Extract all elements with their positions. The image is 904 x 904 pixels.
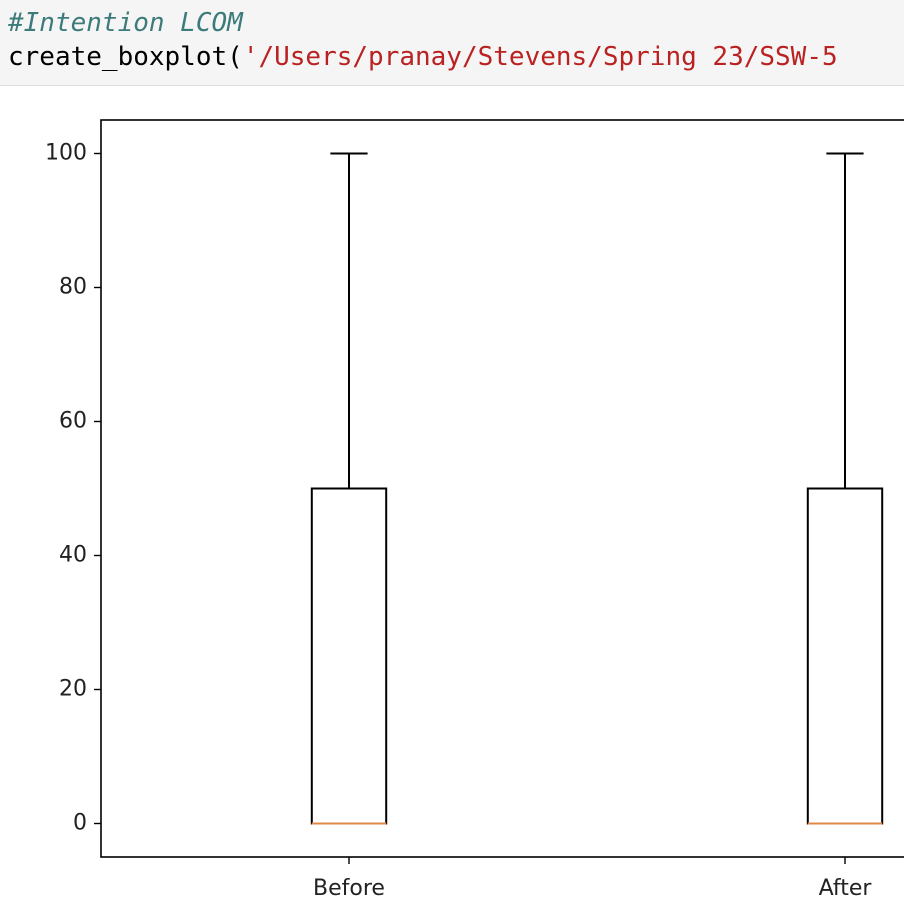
y-tick-label: 40 <box>59 543 87 568</box>
code-comment: #Intention LCOM <box>8 8 243 38</box>
y-tick-label: 20 <box>59 677 87 702</box>
code-string: '/Users/pranay/Stevens/Spring 23/SSW-5 <box>242 42 838 72</box>
y-tick-label: 100 <box>45 141 87 166</box>
y-tick-label: 0 <box>73 811 87 836</box>
chart: 0 20 40 60 80 100 Before After <box>45 119 904 901</box>
x-tick-label: Before <box>313 876 385 901</box>
plot-frame <box>100 119 904 858</box>
code-call: create_boxplot( <box>8 42 243 72</box>
code-cell[interactable]: #Intention LCOM create_boxplot('/Users/p… <box>0 0 904 86</box>
y-tick-label: 80 <box>59 275 87 300</box>
x-tick-label: After <box>819 876 873 901</box>
box <box>310 487 388 825</box>
box <box>806 487 884 825</box>
y-tick-label: 60 <box>59 409 87 434</box>
